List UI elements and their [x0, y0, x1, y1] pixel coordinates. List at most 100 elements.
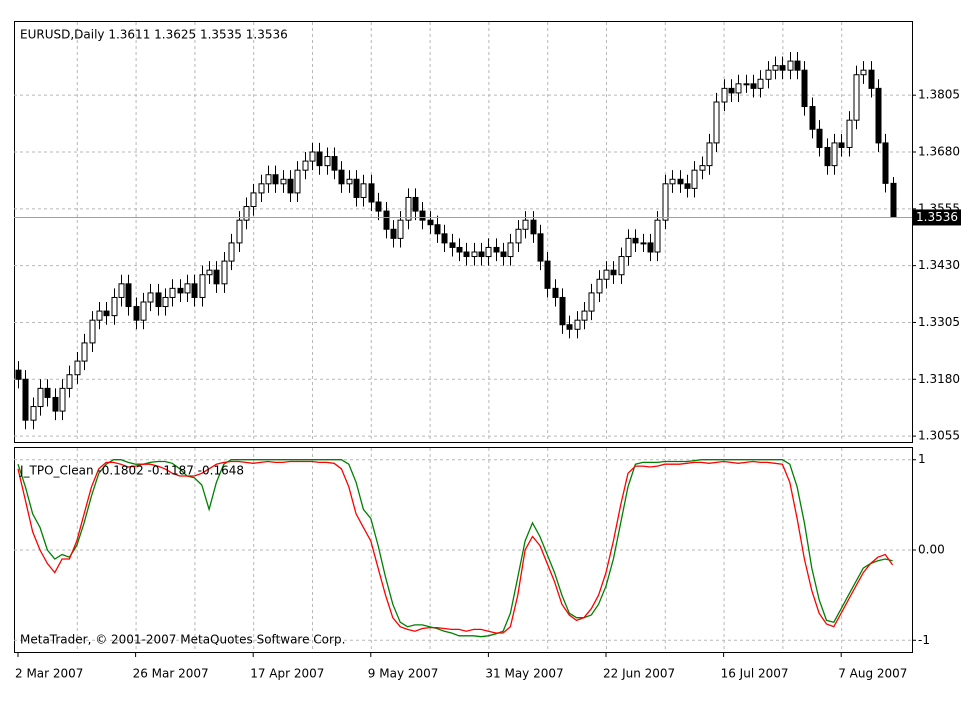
- candle-body: [44, 387, 51, 398]
- candle-body: [544, 260, 551, 289]
- candle-body: [816, 128, 823, 148]
- candle-body: [37, 387, 44, 408]
- candle-body: [228, 242, 235, 262]
- candle-body: [199, 274, 206, 298]
- candle-body: [405, 196, 412, 221]
- candle-body: [419, 210, 426, 221]
- x-tick-label: 9 May 2007: [368, 667, 439, 681]
- indicator-line: [17, 460, 894, 634]
- candle-body: [52, 396, 59, 412]
- candle-body: [169, 287, 176, 298]
- candle-body: [243, 206, 250, 221]
- candle-body: [552, 287, 559, 298]
- candle-body: [463, 251, 470, 258]
- candle-body: [155, 292, 162, 308]
- x-tick-label: 22 Jun 2007: [603, 667, 675, 681]
- candle-body: [236, 219, 243, 244]
- candle-body: [853, 74, 860, 121]
- candle-body: [206, 269, 213, 276]
- candle-body: [824, 146, 831, 167]
- candle-body: [868, 69, 875, 89]
- y-tick-label: -1: [918, 633, 930, 647]
- watermark: MetaTrader, © 2001-2007 MetaQuotes Softw…: [20, 633, 345, 647]
- candle-body: [743, 83, 750, 86]
- candle-body: [368, 183, 375, 203]
- candle-body: [632, 237, 639, 244]
- candle-body: [96, 310, 103, 321]
- candle-body: [757, 78, 764, 89]
- candle-body: [735, 83, 742, 94]
- candle-body: [294, 169, 301, 194]
- x-tick-label: 2 Mar 2007: [15, 667, 83, 681]
- y-tick-label: 1.3305: [918, 315, 960, 329]
- candle-body: [66, 374, 73, 389]
- candle-body: [412, 196, 419, 212]
- candle-body: [434, 224, 441, 235]
- plot-layer: [14, 22, 912, 652]
- indicator-line: [17, 459, 893, 638]
- candle-body: [875, 87, 882, 144]
- candle-body: [588, 292, 595, 312]
- candle-body: [809, 106, 816, 130]
- candle-body: [118, 283, 125, 298]
- candle-body: [397, 219, 404, 239]
- x-tick-label: 16 Jul 2007: [721, 667, 789, 681]
- candle-body: [493, 246, 500, 253]
- candle-body: [30, 406, 37, 421]
- candle-body: [287, 178, 294, 194]
- candle-body: [191, 283, 198, 298]
- candle-body: [801, 69, 808, 108]
- candle-body: [713, 101, 720, 144]
- candle-body: [456, 246, 463, 253]
- candle-body: [610, 269, 617, 276]
- candle-body: [559, 296, 566, 326]
- candle-body: [728, 87, 735, 94]
- candle-body: [89, 319, 96, 344]
- y-tick-label: 1: [918, 452, 926, 466]
- candle-body: [530, 219, 537, 235]
- candle-body: [103, 310, 110, 317]
- indicator-title: J_TPO_Clean -0.1802 -0.1187 -0.1648: [19, 464, 244, 478]
- candle-body: [15, 369, 22, 380]
- candle-body: [838, 142, 845, 148]
- candle-body: [721, 87, 728, 103]
- price-pane: [14, 21, 913, 443]
- candle-body: [147, 292, 154, 303]
- candle-body: [669, 178, 676, 185]
- candle-body: [375, 201, 382, 212]
- candle-body: [794, 60, 801, 71]
- candle-body: [280, 178, 287, 185]
- chart-title: EURUSD,Daily 1.3611 1.3625 1.3535 1.3536: [20, 28, 288, 42]
- candle-body: [882, 142, 889, 184]
- candle-body: [662, 183, 669, 221]
- y-tick-label: 1.3180: [918, 372, 960, 386]
- candle-body: [59, 387, 66, 412]
- candle-body: [846, 119, 853, 148]
- y-tick-label: 1.3430: [918, 258, 960, 272]
- candle-body: [353, 178, 360, 198]
- candle-body: [684, 183, 691, 189]
- candle-body: [485, 246, 492, 258]
- y-tick-label: 1.3055: [918, 429, 960, 443]
- candle-body: [133, 306, 140, 321]
- candle-body: [860, 69, 867, 76]
- candle-body: [596, 278, 603, 294]
- candle-body: [677, 178, 684, 185]
- candle-body: [213, 269, 220, 285]
- candle-body: [603, 269, 610, 280]
- candle-body: [647, 242, 654, 253]
- candle-body: [360, 183, 367, 198]
- candle-body: [184, 283, 191, 294]
- candle-body: [500, 251, 507, 258]
- candle-body: [338, 169, 345, 185]
- candle-body: [81, 342, 88, 362]
- candle-body: [654, 219, 661, 253]
- candle-body: [515, 228, 522, 244]
- candle-body: [302, 160, 309, 171]
- candle-body: [309, 151, 316, 162]
- candle-body: [258, 183, 265, 194]
- candle-body: [699, 165, 706, 171]
- y-tick-label: 1.3680: [918, 145, 960, 159]
- candle-body: [125, 283, 132, 308]
